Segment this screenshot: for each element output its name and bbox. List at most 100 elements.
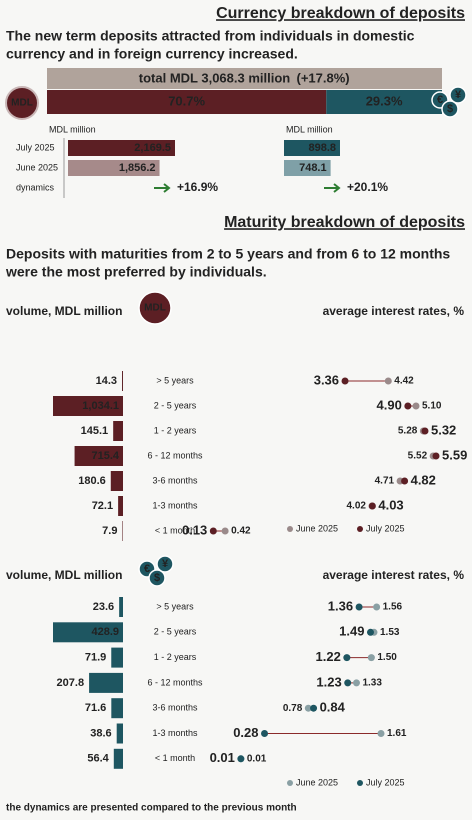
legend-dot [287, 780, 293, 786]
volume-bar [113, 421, 123, 441]
category-label: 3-6 months [152, 475, 198, 485]
volume-label-value: 180.6 [78, 475, 106, 487]
rates-label: average interest rates, % [323, 304, 465, 318]
value-label: 748.1 [299, 162, 327, 174]
rate-label: 0.42 [231, 526, 251, 537]
rate-label: 1.50 [377, 652, 397, 663]
rate-dot [344, 679, 352, 687]
total-change: (+17.8%) [297, 70, 350, 85]
rate-dot [341, 377, 349, 385]
share-bar [326, 90, 442, 114]
rate-label: 4.90 [377, 397, 402, 412]
volume-bar [118, 496, 123, 516]
rates-label: average interest rates, % [323, 568, 465, 582]
volume-label-value: 715.4 [91, 450, 119, 462]
value-bar [68, 160, 160, 176]
value-bar [284, 160, 331, 176]
category-label: 1-3 months [152, 500, 198, 510]
volume-bar [122, 371, 123, 391]
volume-label-value: 38.6 [90, 727, 111, 739]
rate-dot [401, 477, 409, 485]
rate-label: 5.10 [422, 401, 442, 412]
volume-label-value: 71.6 [85, 702, 106, 714]
volume-bar [111, 698, 123, 719]
section-title: Currency breakdown of deposits [216, 5, 465, 22]
rate-dot [412, 402, 420, 410]
value-label: 1,856.2 [119, 162, 156, 174]
rate-dot [421, 427, 429, 435]
rate-label: 3.36 [314, 372, 339, 387]
rate-dot [432, 452, 440, 460]
rate-label: 1.36 [328, 598, 353, 613]
unit-label: MDL million [49, 124, 96, 134]
volume-bar [89, 672, 123, 693]
row-label: July 2025 [16, 142, 55, 152]
icon-circle [138, 291, 172, 325]
legend-dot [357, 780, 363, 786]
value-bar [284, 140, 340, 156]
legend-label: June 2025 [296, 777, 338, 787]
legend-dot [287, 526, 293, 532]
rate-dot [404, 402, 412, 410]
icon-circle [148, 569, 166, 587]
volume-label-value: 207.8 [57, 677, 85, 689]
rate-dot [352, 679, 360, 687]
rate-dot [373, 603, 381, 611]
rate-label: 1.33 [362, 678, 382, 689]
rate-label: 1.22 [316, 649, 341, 664]
rate-label: 5.59 [442, 447, 467, 462]
icon-text: $ [154, 572, 160, 584]
rate-label: 4.02 [346, 501, 366, 512]
volume-label-value: 56.4 [87, 753, 109, 765]
rate-label: 1.61 [387, 728, 407, 739]
volume-label-value: 428.9 [91, 626, 119, 638]
volume-label-value: 71.9 [85, 652, 106, 664]
rate-dot [343, 654, 351, 662]
rate-label: 1.56 [383, 602, 403, 613]
rate-label: 5.52 [408, 451, 428, 462]
icon-text: $ [447, 103, 453, 115]
rate-label: 0.13 [182, 522, 207, 537]
rate-dot [368, 502, 376, 510]
rate-label: 0.84 [320, 700, 346, 715]
value-bar [68, 140, 175, 156]
headline: Deposits with maturities from 2 to 5 yea… [6, 246, 450, 262]
rate-dot [221, 527, 229, 535]
icon-text: MDL [11, 98, 33, 109]
arrow [324, 183, 341, 193]
rate-label: 1.53 [380, 627, 400, 638]
category-label: > 5 years [156, 601, 194, 611]
rate-dot [366, 628, 374, 636]
rate-label: 5.32 [431, 422, 456, 437]
total-label: total MDL 3,068.3 million [139, 70, 291, 85]
rate-label: 1.49 [339, 624, 364, 639]
icon-text: € [437, 94, 443, 106]
headline: currency and in foreign currency increas… [6, 46, 298, 62]
volume-bar [122, 521, 123, 541]
rate-label: 4.03 [378, 497, 403, 512]
rate-dot [304, 704, 312, 712]
rate-label: 0.28 [233, 725, 258, 740]
rate-label: 4.82 [411, 472, 436, 487]
volume-label-value: 1,034.1 [82, 400, 119, 412]
dynamics: +16.9% [177, 180, 218, 194]
icon-text: ¥ [162, 558, 169, 570]
volume-label: volume, MDL million [6, 568, 122, 582]
category-label: > 5 years [156, 375, 194, 385]
volume-bar [116, 723, 123, 744]
rate-dot [209, 527, 217, 535]
legend-label: July 2025 [366, 523, 405, 533]
footnote: the dynamics are presented compared to t… [6, 803, 297, 814]
category-label: < 1 month [155, 525, 195, 535]
legend-label: July 2025 [366, 777, 405, 787]
rate-label: 1.23 [316, 674, 341, 689]
volume-label-value: 7.9 [102, 525, 117, 537]
icon-text: MDL [144, 303, 166, 314]
rate-label: 0.01 [210, 750, 235, 765]
rate-label: 4.42 [394, 376, 414, 387]
legend-label: June 2025 [296, 523, 338, 533]
volume-bar [113, 748, 123, 769]
category-label: 1 - 2 years [154, 425, 197, 435]
volume-bar [111, 647, 123, 668]
